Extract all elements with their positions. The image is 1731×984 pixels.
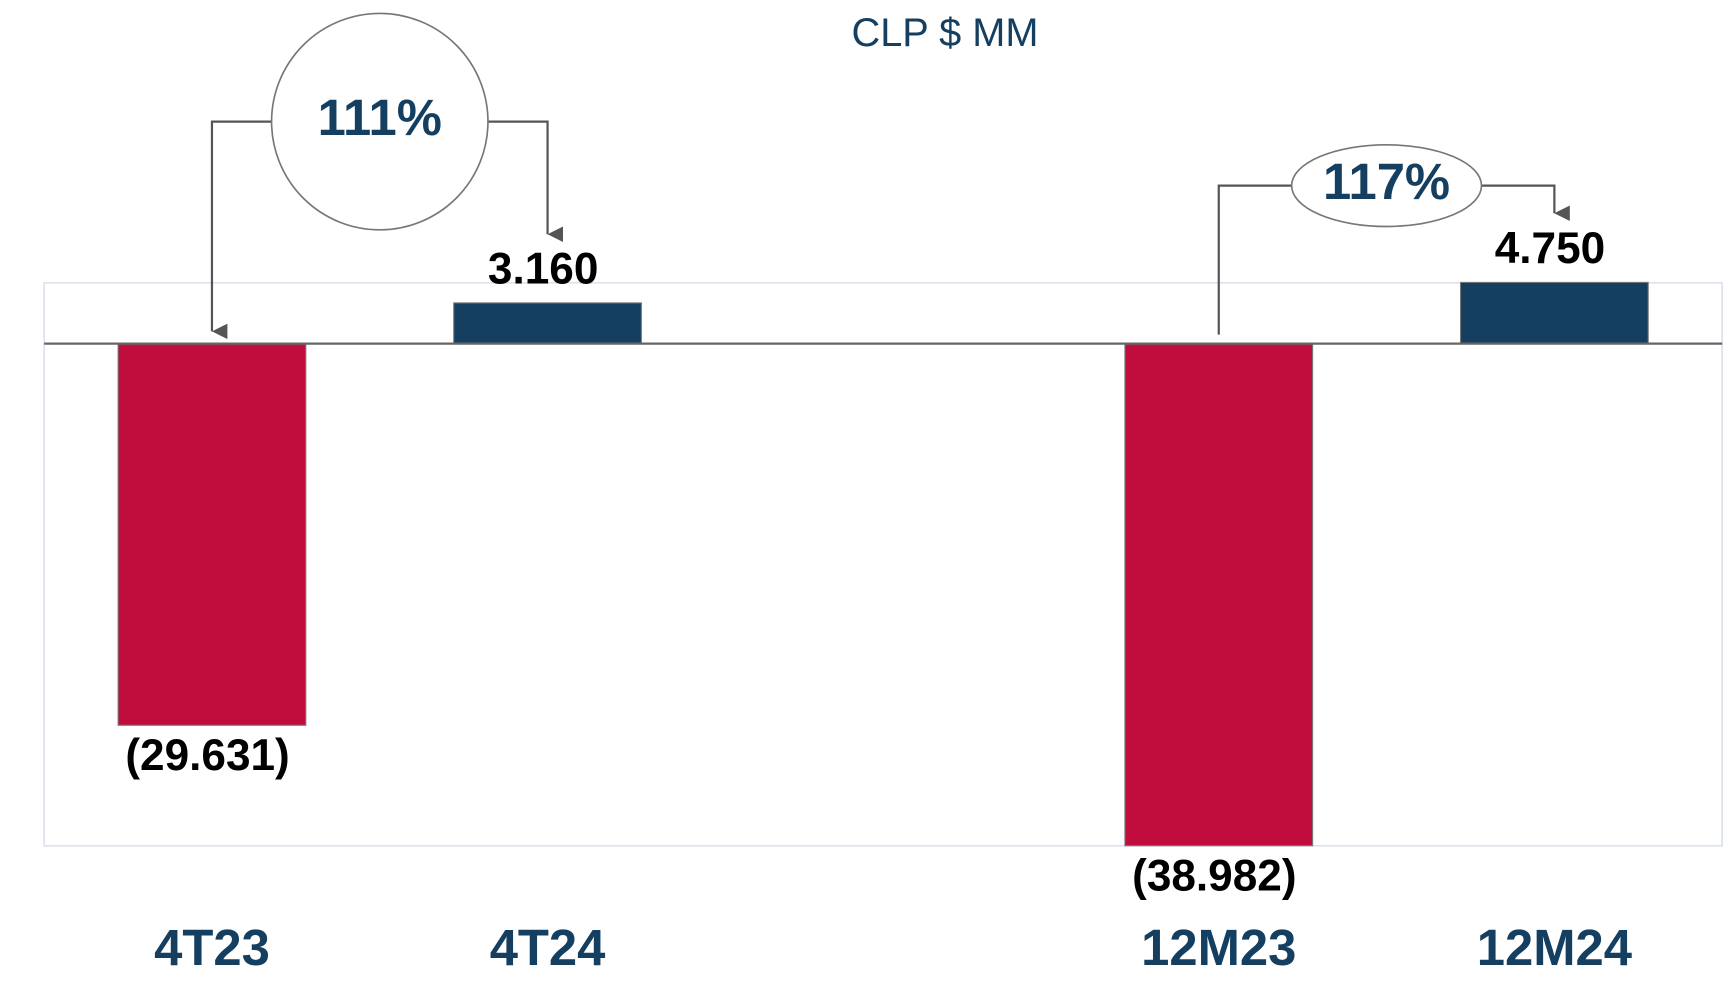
- value-label: (29.631): [125, 731, 289, 780]
- annotation-ellipse: [1290, 143, 1483, 228]
- connector: [1217, 184, 1292, 335]
- x-tick-label: 4T23: [154, 919, 270, 976]
- value-label: (38.982): [1132, 851, 1296, 900]
- x-tick-label: 4T24: [490, 919, 606, 976]
- connector: [487, 120, 564, 242]
- annotation: 117%: [1323, 153, 1450, 210]
- annotation: 111%: [318, 89, 442, 146]
- connector: [210, 120, 272, 340]
- bar: [1459, 281, 1649, 345]
- bar: [453, 302, 642, 345]
- bar: [1124, 343, 1314, 847]
- chart-subtitle: CLP $ MM: [852, 11, 1039, 55]
- value-label: 3.160: [488, 245, 598, 294]
- plot-area: [43, 281, 1723, 847]
- x-tick-label: 12M24: [1477, 919, 1632, 976]
- bar: [117, 343, 307, 726]
- connector: [1481, 184, 1570, 221]
- annotation-circle: [270, 12, 489, 231]
- value-label: 4.750: [1495, 224, 1605, 273]
- annotation-connectors: [210, 120, 1570, 340]
- x-tick-label: 12M23: [1141, 919, 1296, 976]
